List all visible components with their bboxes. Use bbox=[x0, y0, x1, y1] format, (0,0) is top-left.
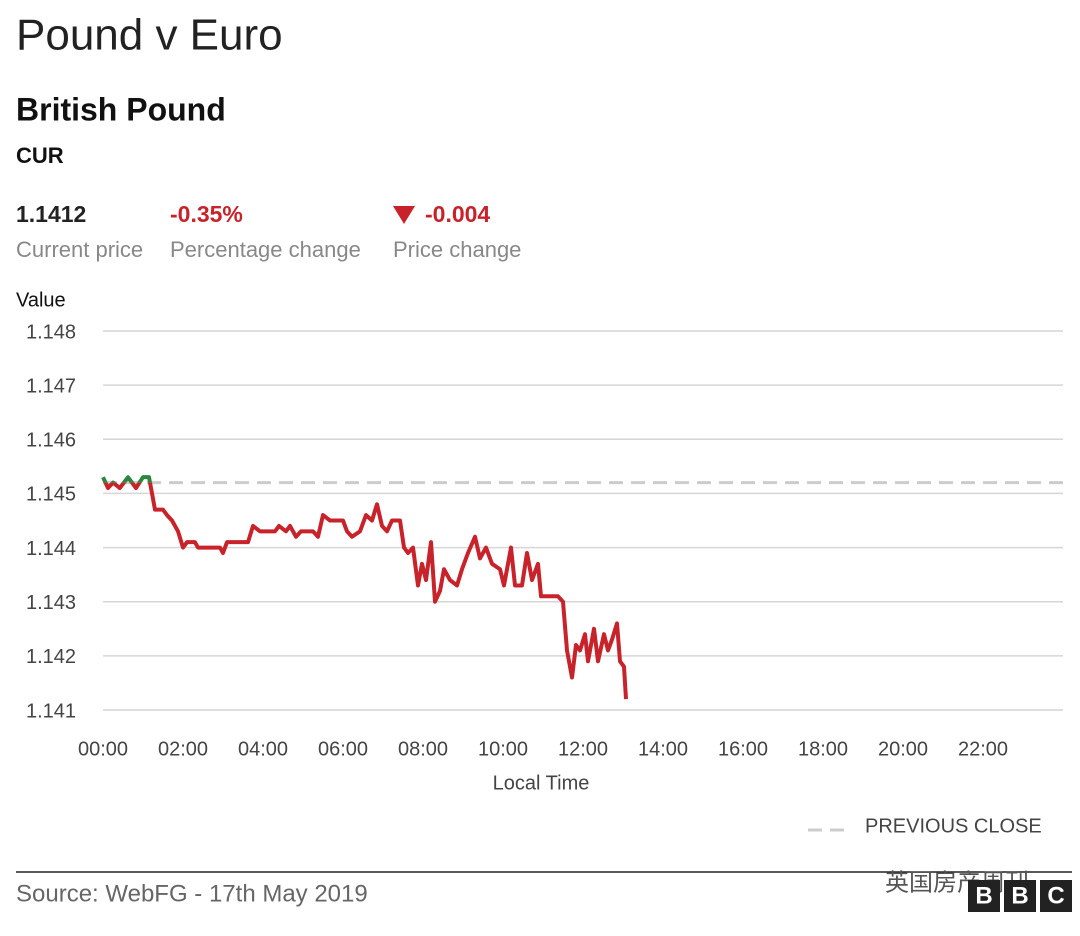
stat-label: Percentage change bbox=[170, 237, 361, 262]
y-axis-label: Value bbox=[16, 289, 66, 311]
title: Pound v Euro bbox=[16, 11, 283, 60]
y-tick-label: 1.141 bbox=[26, 700, 76, 722]
subtitle: British Pound bbox=[16, 91, 226, 127]
stat-label: Current price bbox=[16, 237, 143, 262]
code: CUR bbox=[16, 143, 64, 168]
x-tick-label: 14:00 bbox=[638, 738, 688, 760]
x-tick-label: 22:00 bbox=[958, 738, 1008, 760]
x-tick-label: 00:00 bbox=[78, 738, 128, 760]
x-tick-label: 10:00 bbox=[478, 738, 528, 760]
logo-letter: B bbox=[1011, 882, 1028, 909]
x-tick-label: 08:00 bbox=[398, 738, 448, 760]
logo-box bbox=[968, 880, 1000, 912]
plot: 1.141 1.142 1.143 1.144 1.145 1.146 1.147 1.148… bbox=[26, 321, 1063, 760]
x-tick-label: 02:00 bbox=[158, 738, 208, 760]
x-tick-label: 06:00 bbox=[318, 738, 368, 760]
y-tick-label: 1.148 bbox=[26, 321, 76, 343]
y-tick-label: 1.145 bbox=[26, 484, 76, 506]
source: Source: WebFG - 17th May 2019 bbox=[16, 880, 368, 907]
stats: 1.1412 Current price -0.35% Percentage chan… bbox=[16, 201, 521, 262]
x-tick-label: 12:00 bbox=[558, 738, 608, 760]
logo-letter: C bbox=[1047, 882, 1064, 909]
y-tick-label: 1.142 bbox=[26, 646, 76, 668]
x-axis-label: Local Time bbox=[493, 772, 590, 794]
y-tick-label: 1.147 bbox=[26, 375, 76, 397]
x-tick-label: 20:00 bbox=[878, 738, 928, 760]
x-tick-label: 16:00 bbox=[718, 738, 768, 760]
price-line-above bbox=[101, 475, 153, 483]
price-line bbox=[103, 482, 628, 700]
x-tick-label: 18:00 bbox=[798, 738, 848, 760]
logo-box bbox=[1004, 880, 1036, 912]
logo-letter: B bbox=[975, 882, 992, 909]
stat-label: Price change bbox=[393, 237, 521, 262]
stat-value: -0.004 bbox=[425, 201, 490, 227]
y-tick-label: 1.143 bbox=[26, 592, 76, 614]
down-arrow bbox=[393, 206, 415, 224]
y-tick-label: 1.144 bbox=[26, 538, 76, 560]
logo-box bbox=[1040, 880, 1072, 912]
x-tick-label: 04:00 bbox=[238, 738, 288, 760]
stat-value: -0.35% bbox=[170, 201, 243, 227]
stat-value: 1.1412 bbox=[16, 201, 86, 227]
y-tick-label: 1.146 bbox=[26, 430, 76, 452]
legend-label: PREVIOUS CLOSE bbox=[865, 815, 1042, 837]
